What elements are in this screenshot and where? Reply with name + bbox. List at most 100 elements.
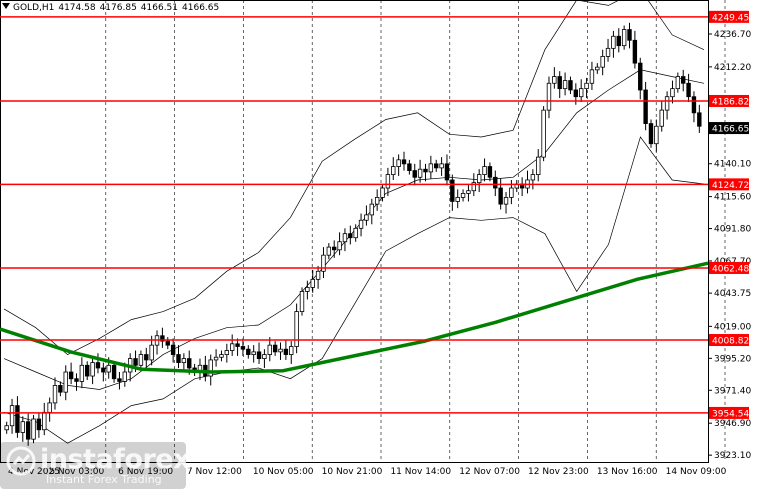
candle-body <box>482 166 487 175</box>
moving-average-line <box>0 261 709 374</box>
dropdown-triangle-icon[interactable] <box>2 3 10 9</box>
x-tick-label: 7 Nov 12:00 <box>187 467 242 477</box>
candle-body <box>219 354 224 358</box>
candle-body <box>584 82 589 90</box>
candle-body <box>310 278 315 288</box>
y-tick-label: 4140.10 <box>714 160 751 170</box>
candle-body <box>74 378 79 382</box>
y-tick-label: 3995.20 <box>714 354 751 364</box>
candle-body <box>358 219 364 229</box>
candle-body <box>417 168 423 178</box>
candle-body <box>374 197 380 205</box>
candle-body <box>36 418 42 431</box>
y-tick-label: 3923.10 <box>714 451 751 461</box>
candle-body <box>138 354 144 366</box>
level-price-label: 4186.82 <box>712 97 749 107</box>
level-price-label: 4008.82 <box>712 337 749 347</box>
watermark-logo: instaforex Instant Forex Trading <box>6 444 191 488</box>
candle-body <box>605 47 611 57</box>
y-tick-label: 4236.70 <box>714 30 751 40</box>
candle-body <box>111 364 117 380</box>
candle-body <box>557 76 562 90</box>
x-tick-label: 12 Nov 23:00 <box>528 467 589 477</box>
candle-body <box>686 82 691 98</box>
x-tick-label: 12 Nov 07:00 <box>459 467 520 477</box>
candle-body <box>423 168 428 173</box>
x-tick-label: 4 Nov 2025 <box>8 467 60 477</box>
candle-body <box>530 174 536 181</box>
candle-body <box>272 344 278 353</box>
candle-body <box>79 364 85 382</box>
candle-body <box>294 311 299 347</box>
candle-body <box>412 170 417 178</box>
candle-body <box>52 385 58 404</box>
candle-body <box>101 367 106 373</box>
level-price-box <box>709 261 749 274</box>
open-value: 4174.58 <box>58 3 96 13</box>
y-tick-label: 4091.80 <box>714 225 751 235</box>
candle-body <box>332 246 337 251</box>
candle-body <box>664 96 670 111</box>
candle-body <box>133 358 138 366</box>
candle-body <box>595 66 600 71</box>
candle-body <box>9 405 15 427</box>
candle-body <box>407 163 412 171</box>
y-tick-label: 4019.00 <box>714 322 751 332</box>
candle-body <box>106 364 111 373</box>
candle-body <box>498 187 503 205</box>
candle-body <box>337 241 342 251</box>
candle-body <box>616 35 621 47</box>
x-tick-label: 10 Nov 21:00 <box>322 467 383 477</box>
level-price-label: 4124.72 <box>712 181 749 191</box>
candle-body <box>278 348 283 353</box>
candle-body <box>509 187 514 198</box>
candle-body <box>4 425 9 431</box>
symbol-header: GOLD,H1 4174.58 4176.85 4166.51 4166.65 <box>2 3 223 13</box>
candle-body <box>476 174 482 184</box>
candle-body <box>342 233 348 243</box>
candle-body <box>299 291 305 312</box>
level-price-box <box>709 178 749 191</box>
candle-body <box>691 96 697 114</box>
candle-body <box>170 344 176 355</box>
level-price-box <box>709 406 749 419</box>
candle-body <box>160 335 165 342</box>
candle-body <box>246 348 251 355</box>
level-price-label: 3954.54 <box>712 409 749 419</box>
candle-body <box>321 254 326 272</box>
y-tick-label: 3946.90 <box>714 419 751 429</box>
watermark-backdrop <box>0 442 186 489</box>
candle-body <box>213 356 219 361</box>
candle-body <box>675 76 681 90</box>
candle-body <box>25 421 31 440</box>
candle-body <box>578 88 584 98</box>
candle-body <box>589 69 595 84</box>
watermark-brand: instaforex <box>40 444 191 475</box>
candle-body <box>251 351 256 355</box>
x-tick-label: 6 Nov 19:00 <box>118 467 173 477</box>
candle-body <box>262 354 267 359</box>
candle-body <box>208 359 213 377</box>
candle-body <box>229 343 235 351</box>
candle-body <box>697 112 702 127</box>
candle-body <box>621 29 627 47</box>
candle-body <box>643 89 648 124</box>
level-price-box <box>709 94 749 107</box>
candle-body <box>450 179 455 202</box>
candle-body <box>562 80 568 90</box>
candle-body <box>600 56 605 68</box>
candle-body <box>235 343 240 347</box>
level-price-label: 4062.48 <box>712 264 749 274</box>
candle-body <box>364 214 369 221</box>
watermark-tagline: Instant Forex Trading <box>46 473 162 486</box>
x-tick-label: 5 Nov 03:00 <box>49 467 104 477</box>
current-price-label: 4166.65 <box>712 125 749 135</box>
candle-body <box>68 371 74 380</box>
candle-body <box>144 354 149 361</box>
candle-body <box>58 385 63 393</box>
x-tick-label: 13 Nov 16:00 <box>597 467 658 477</box>
candle-body <box>305 287 310 292</box>
candle-body <box>283 348 289 355</box>
